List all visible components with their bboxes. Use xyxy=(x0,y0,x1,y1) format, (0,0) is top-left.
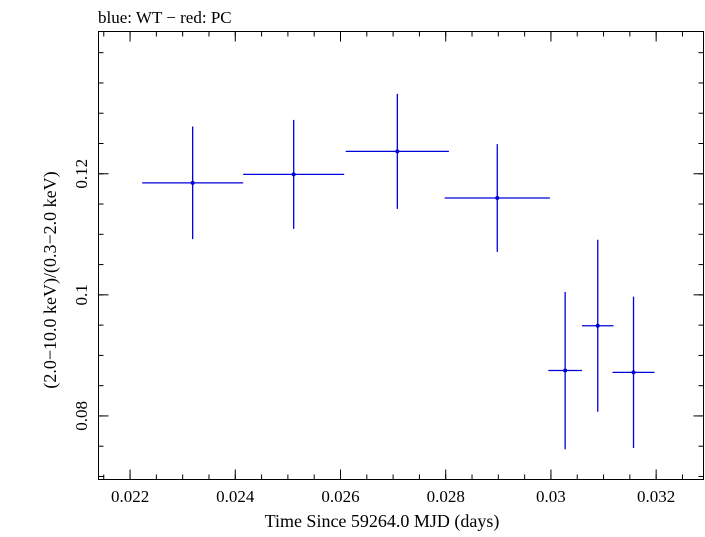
x-tick-label: 0.03 xyxy=(536,487,566,506)
x-axis-label: Time Since 59264.0 MJD (days) xyxy=(265,511,500,532)
x-tick-label: 0.032 xyxy=(637,487,675,506)
plot-frame xyxy=(98,31,704,480)
data-point xyxy=(291,172,296,177)
data-point xyxy=(563,368,568,373)
chart-title: blue: WT − red: PC xyxy=(98,8,232,27)
y-tick-label: 0.08 xyxy=(72,401,91,431)
data-point xyxy=(595,323,600,328)
tick-labels: 0.022 0.024 0.026 0.028 0.03 0.032 0.08 0.1 0.12 xyxy=(72,159,675,506)
data-point xyxy=(395,149,400,154)
y-tick-label: 0.1 xyxy=(72,284,91,305)
x-tick-label: 0.028 xyxy=(427,487,465,506)
data-point xyxy=(631,370,636,375)
x-tick-label: 0.024 xyxy=(216,487,255,506)
data-point xyxy=(495,195,500,200)
data-point-group xyxy=(345,93,449,209)
y-axis-label: (2.0−10.0 keV)/(0.3−2.0 keV) xyxy=(40,171,61,388)
axis-ticks xyxy=(98,31,704,480)
x-tick-label: 0.026 xyxy=(321,487,359,506)
data-point-group xyxy=(444,144,550,252)
y-tick-label: 0.12 xyxy=(72,159,91,189)
data-point-group xyxy=(548,291,582,450)
data-point-group xyxy=(142,126,244,240)
data-point-group xyxy=(581,239,614,412)
data-point-group xyxy=(243,119,345,229)
data-point xyxy=(190,180,195,185)
data-point-group xyxy=(612,296,655,449)
x-tick-label: 0.022 xyxy=(111,487,149,506)
data-series xyxy=(142,93,655,450)
